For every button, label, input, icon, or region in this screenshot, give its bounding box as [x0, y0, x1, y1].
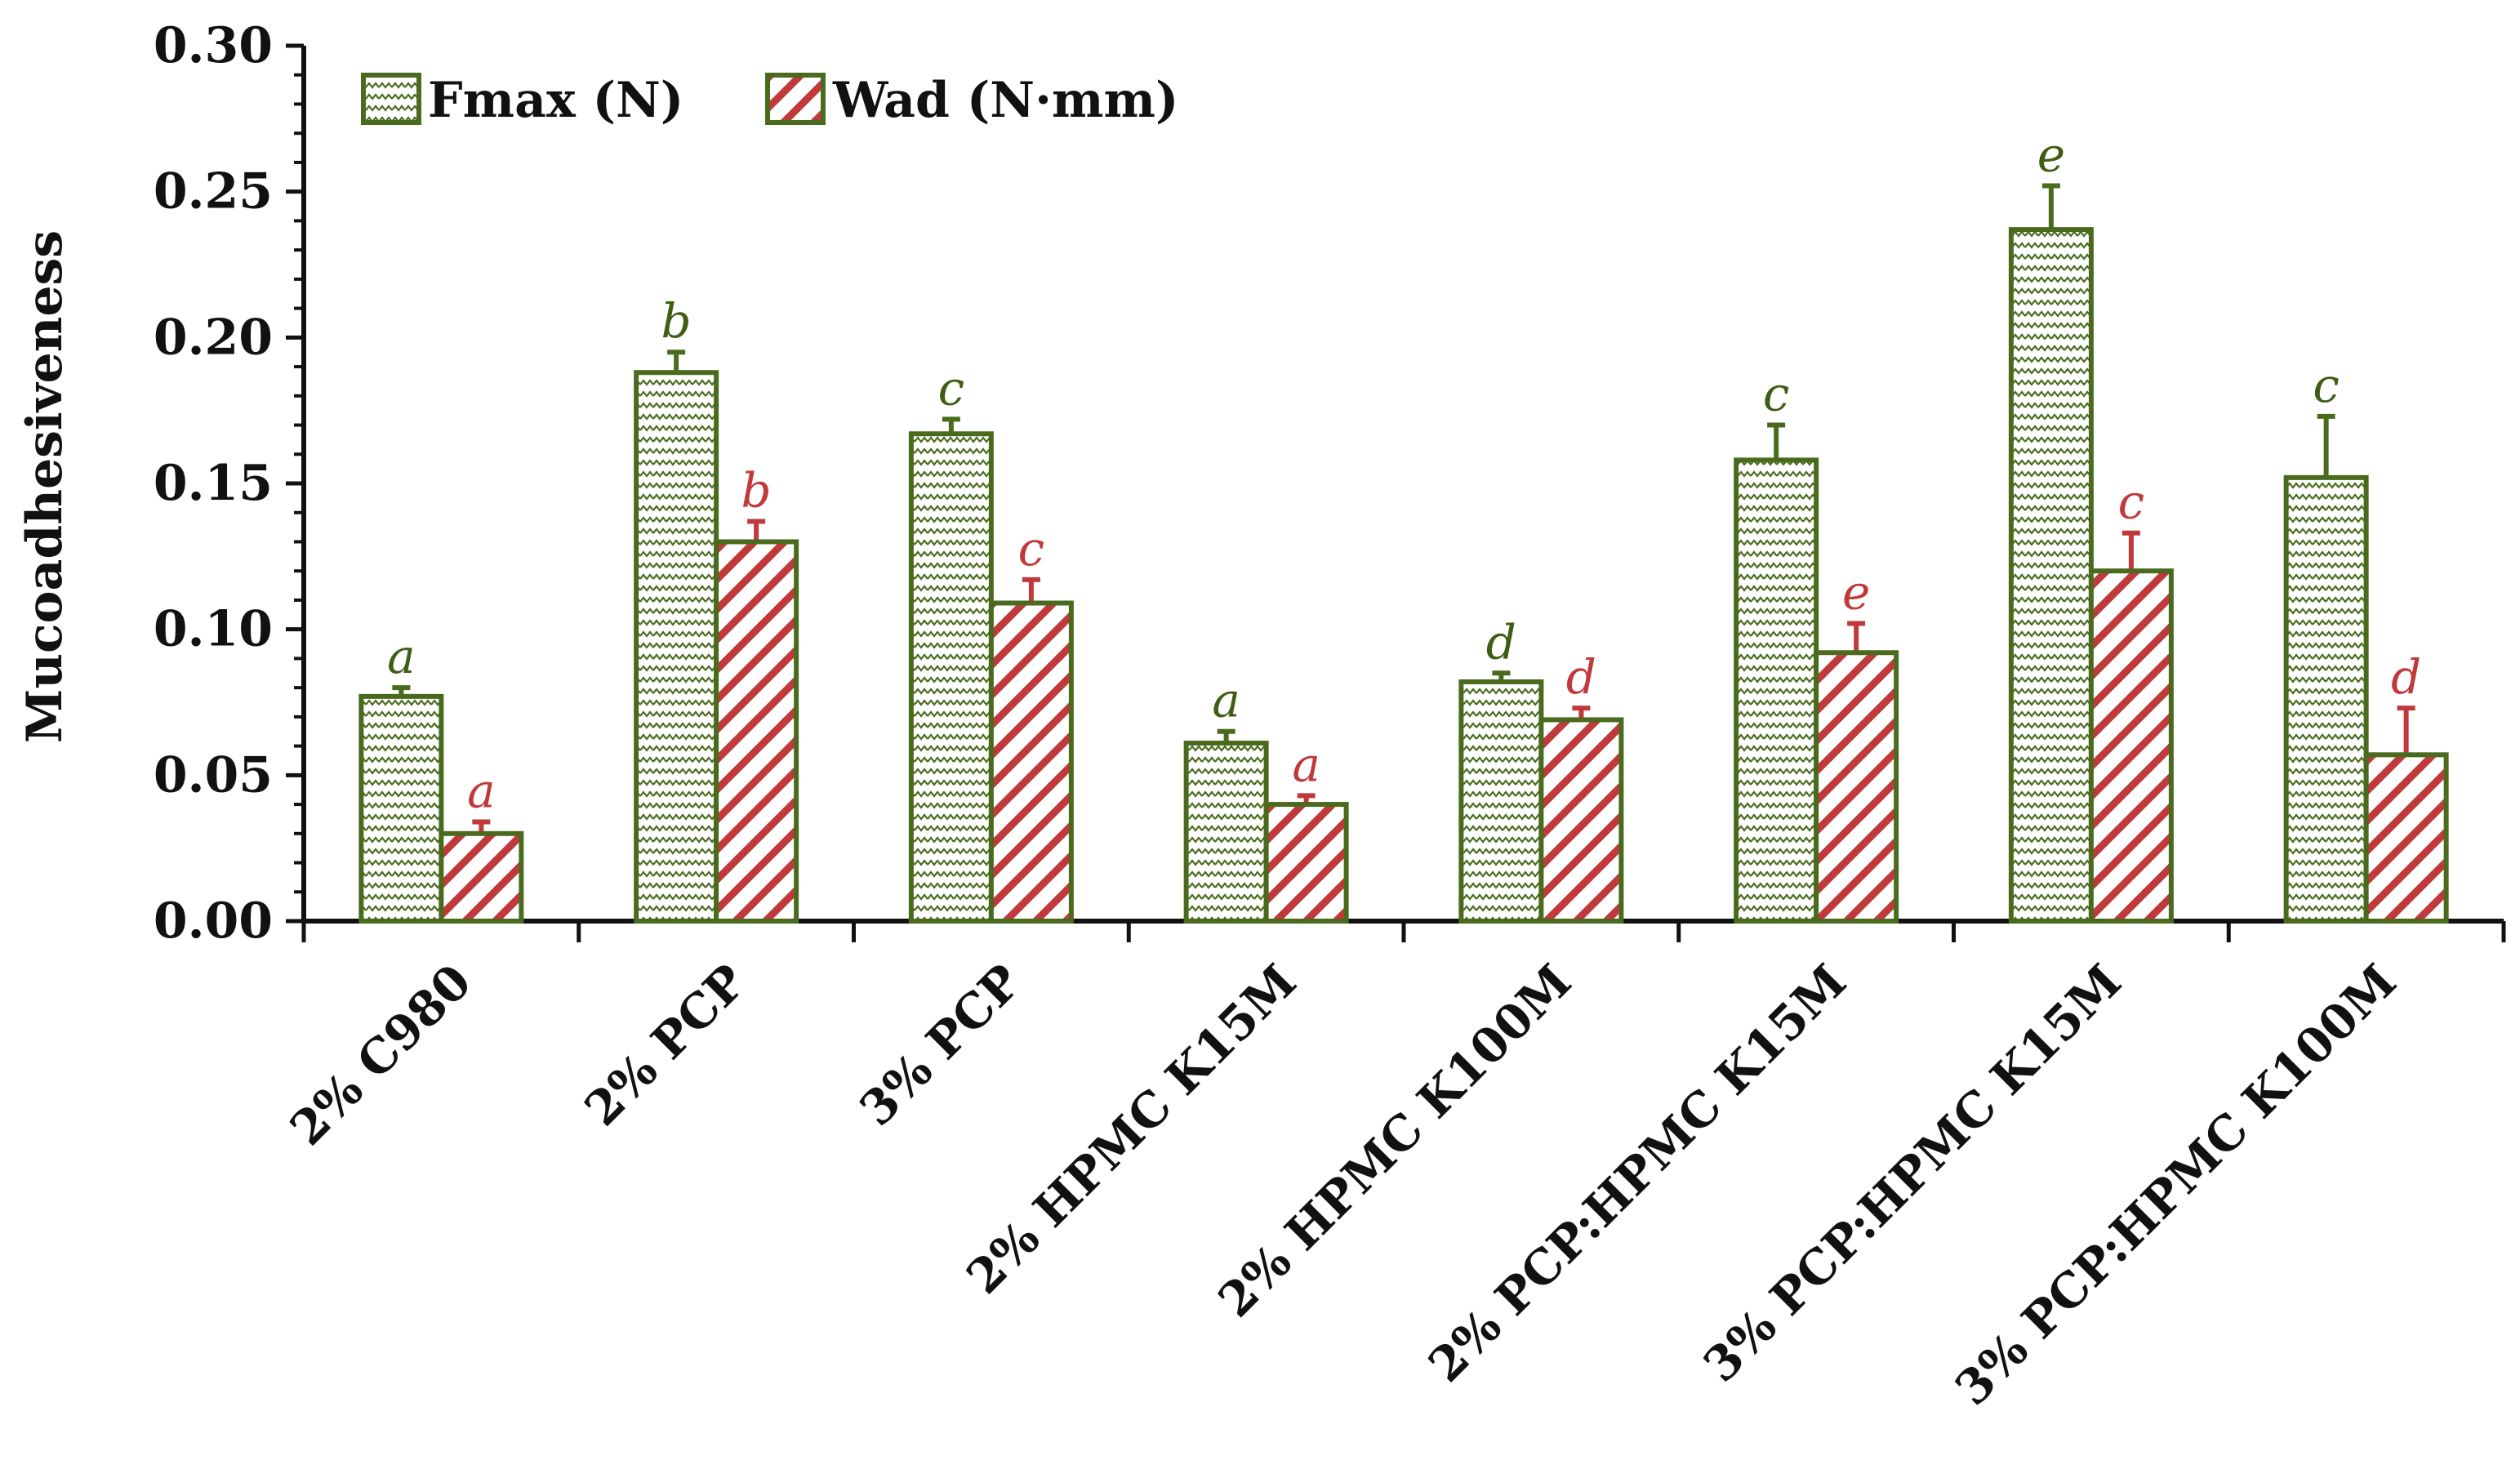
- y-tick-label: 0.25: [154, 163, 273, 220]
- bar-wad: [2363, 752, 2449, 924]
- significance-letter-wad: a: [1292, 737, 1320, 792]
- significance-letter-fmax: c: [1763, 367, 1789, 422]
- significance-letter-fmax: c: [2313, 358, 2339, 413]
- bar-fmax: [1183, 741, 1269, 924]
- bar-wad: [1538, 717, 1624, 924]
- y-tick-label: 0.30: [154, 17, 273, 74]
- bar-wad: [2088, 568, 2174, 924]
- legend-label-wad: Wad (N·mm): [832, 72, 1178, 129]
- bar-wad: [439, 830, 524, 924]
- significance-letter-fmax: a: [1212, 673, 1240, 728]
- significance-letter-fmax: c: [938, 360, 964, 416]
- x-tick-label: 3% PCP: [849, 954, 1032, 1137]
- y-tick-label: 0.05: [154, 746, 273, 804]
- significance-letter-wad: c: [2118, 474, 2144, 530]
- legend-swatch-fmax: [361, 73, 421, 125]
- y-axis-title: Mucoadhesiveness: [16, 230, 73, 743]
- x-tick-label: 2% PCP: [574, 954, 757, 1137]
- legend-label-fmax: Fmax (N): [428, 72, 683, 129]
- y-tick-label: 0.00: [154, 893, 273, 950]
- bar-fmax: [908, 431, 994, 924]
- significance-letter-fmax: d: [1486, 614, 1516, 670]
- bar-fmax: [2008, 227, 2094, 924]
- significance-letter-fmax: a: [387, 629, 416, 684]
- bar-fmax: [2283, 474, 2369, 924]
- x-tick-label: 3% PCP:HPMC K100M: [1944, 954, 2406, 1416]
- bar-wad: [714, 539, 799, 924]
- significance-letter-wad: c: [1018, 521, 1044, 577]
- x-tick-label: 2% C980: [279, 954, 482, 1156]
- bar-wad: [988, 600, 1074, 924]
- significance-letter-wad: b: [741, 462, 772, 518]
- significance-letter-wad: d: [1566, 649, 1596, 705]
- bar-fmax: [358, 693, 444, 924]
- bar-fmax: [634, 370, 719, 924]
- significance-letter-fmax: e: [2037, 127, 2065, 183]
- bar-fmax: [1458, 679, 1544, 924]
- bars: [358, 183, 2449, 924]
- bar-fmax: [1734, 457, 1819, 924]
- legend: Fmax (N) Wad (N·mm): [361, 72, 1178, 129]
- legend-swatch-wad: [765, 73, 826, 125]
- bar-wad: [1263, 802, 1349, 924]
- significance-letter-wad: d: [2391, 649, 2421, 705]
- y-tick-label: 0.20: [154, 309, 273, 366]
- significance-letter-wad: e: [1842, 565, 1870, 621]
- significance-letter-wad: a: [467, 763, 496, 819]
- bar-wad: [1814, 650, 1899, 924]
- significance-letter-fmax: b: [661, 293, 692, 349]
- y-tick-label: 0.10: [154, 601, 273, 658]
- y-tick-label: 0.15: [154, 455, 273, 512]
